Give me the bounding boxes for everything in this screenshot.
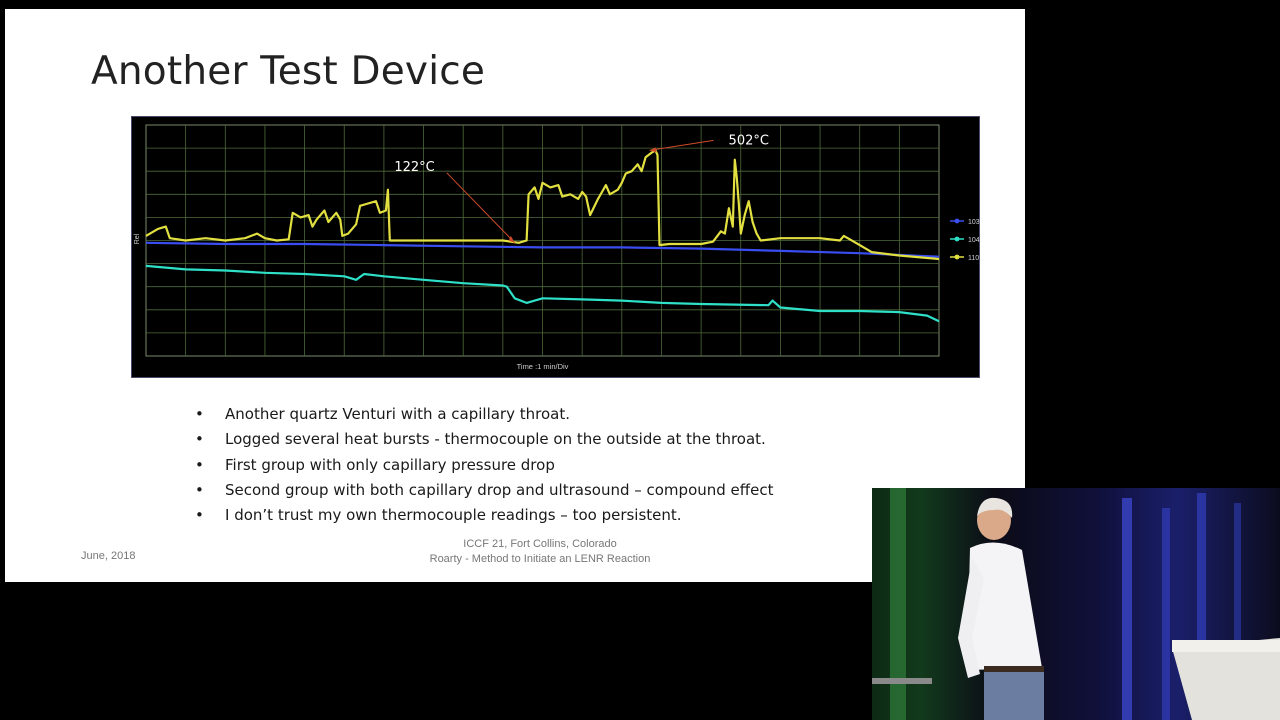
speaker-video — [872, 488, 1280, 720]
chart-svg: 103 104 110 Time :1 min/Div Rel 122°C 502°C — [134, 124, 980, 371]
blue-light-strip — [1234, 503, 1241, 720]
blue-light-strip — [1162, 508, 1170, 720]
series-line-104 — [145, 264, 940, 323]
series-line-103 — [145, 241, 940, 258]
speaker-shirt — [967, 542, 1042, 670]
legend-marker-110 — [954, 254, 960, 260]
blue-light-strip — [1122, 498, 1132, 720]
x-axis-label: Time :1 min/Div — [517, 362, 569, 371]
bullet-dot: • — [195, 480, 204, 499]
bullet-text: Logged several heat bursts - thermocoupl… — [225, 430, 766, 449]
speaker-arm — [958, 558, 984, 678]
bullet-item: • Another quartz Venturi with a capillary… — [195, 402, 773, 427]
annotation-arrowhead — [508, 235, 515, 243]
podium — [1172, 638, 1280, 720]
green-light-strip — [890, 488, 906, 720]
speaker-trousers — [984, 670, 1044, 720]
table-edge — [872, 678, 932, 684]
bullet-item: • First group with only capillary pressur… — [195, 453, 773, 478]
legend-marker-104 — [954, 236, 960, 242]
y-axis-label: Rel — [134, 233, 141, 244]
bullet-dot: • — [195, 405, 204, 423]
legend-marker-103 — [954, 218, 960, 224]
annotation-label: 502°C — [729, 133, 769, 148]
bullet-text: Another quartz Venturi with a capillary … — [225, 405, 570, 423]
slide-title: Another Test Device — [91, 49, 486, 94]
footer-center: ICCF 21, Fort Collins, Colorado Roarty -… — [405, 537, 675, 567]
annotation-label: 122°C — [394, 160, 434, 175]
bullet-dot: • — [195, 430, 204, 449]
footer-date: June, 2018 — [81, 550, 136, 562]
bullet-text: First group with only capillary pressure… — [225, 455, 555, 474]
annotation-arrow — [446, 172, 516, 244]
bullet-item: • I don’t trust my own thermocouple readi… — [195, 503, 773, 528]
temperature-chart: 103 104 110 Time :1 min/Div Rel 122°C 502°C — [131, 116, 980, 378]
bullet-text: Second group with both capillary drop an… — [225, 480, 774, 499]
speaker-belt — [984, 666, 1044, 672]
bullet-list: • Another quartz Venturi with a capillary… — [195, 402, 773, 528]
legend-label-104: 104 — [968, 237, 980, 244]
bullet-item: • Second group with both capillary drop a… — [195, 478, 773, 503]
footer-talk-title: Roarty - Method to Initiate an LENR Reac… — [429, 553, 651, 565]
podium-top — [1172, 640, 1280, 652]
series-line-110 — [145, 149, 940, 261]
annotation-arrow — [649, 139, 714, 151]
legend-label-103: 103 — [968, 219, 980, 226]
slide: Another Test Device 103 104 110 Time :1 min… — [5, 9, 1025, 582]
annotation-arrowhead — [649, 147, 657, 153]
speaker-video-image — [872, 488, 1280, 720]
bullet-dot: • — [195, 455, 204, 474]
legend-label-110: 110 — [968, 255, 979, 262]
footer-conference: ICCF 21, Fort Collins, Colorado — [463, 538, 617, 550]
bullet-dot: • — [195, 506, 204, 525]
bullet-text: I don’t trust my own thermocouple readin… — [225, 506, 682, 525]
blue-light-strip — [1197, 493, 1206, 720]
bullet-item: • Logged several heat bursts - thermocoup… — [195, 427, 773, 452]
speaker-hair — [977, 497, 1013, 518]
